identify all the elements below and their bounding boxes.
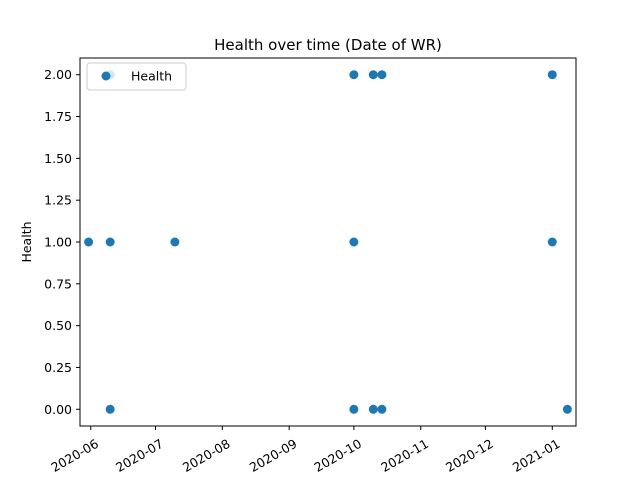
y-tick-label: 1.25 (44, 193, 72, 208)
x-tick-label: 2020-06 (48, 436, 101, 475)
x-tick-label: 2020-12 (443, 436, 496, 475)
data-point (84, 237, 94, 247)
data-points (84, 70, 572, 414)
y-tick-label: 0.75 (44, 276, 72, 291)
x-tick-label: 2020-09 (247, 436, 300, 475)
data-point (377, 404, 387, 414)
data-point (170, 237, 180, 247)
y-tick-label: 0.00 (44, 402, 72, 417)
legend: Health (86, 62, 187, 91)
data-point (377, 70, 387, 80)
x-tick-label: 2020-07 (113, 436, 166, 475)
y-tick-label: 1.75 (44, 109, 72, 124)
data-point (547, 237, 557, 247)
y-tick-label: 2.00 (44, 67, 72, 82)
legend-label: Health (131, 69, 172, 84)
chart-title: Health over time (Date of WR) (214, 36, 442, 54)
y-axis-label: Health (19, 221, 34, 262)
data-point (105, 237, 115, 247)
x-tick-label: 2021-01 (510, 436, 563, 475)
data-point (349, 404, 359, 414)
data-point (368, 70, 378, 80)
y-tick-label: 0.25 (44, 360, 72, 375)
y-tick-label: 0.50 (44, 318, 72, 333)
x-axis: 2020-06 2020-07 2020-08 2020-09 2020-10 2020-… (48, 426, 563, 475)
data-point (562, 404, 572, 414)
x-tick-label: 2020-08 (180, 436, 233, 475)
legend-marker (101, 71, 111, 81)
data-point (368, 404, 378, 414)
y-tick-label: 1.50 (44, 151, 72, 166)
data-point (105, 404, 115, 414)
x-tick-label: 2020-11 (378, 436, 431, 475)
data-point (349, 70, 359, 80)
x-tick-label: 2020-10 (311, 436, 364, 475)
y-axis: 0.00 0.25 0.50 0.75 1.00 1.25 1.50 1.75 2.00 (44, 67, 80, 417)
plot-area (79, 57, 577, 427)
legend-box (86, 62, 187, 91)
data-point (547, 70, 557, 80)
y-tick-label: 1.00 (44, 235, 72, 250)
data-point (349, 237, 359, 247)
